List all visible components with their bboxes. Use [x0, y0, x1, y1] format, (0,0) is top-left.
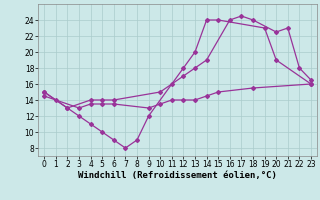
- X-axis label: Windchill (Refroidissement éolien,°C): Windchill (Refroidissement éolien,°C): [78, 171, 277, 180]
